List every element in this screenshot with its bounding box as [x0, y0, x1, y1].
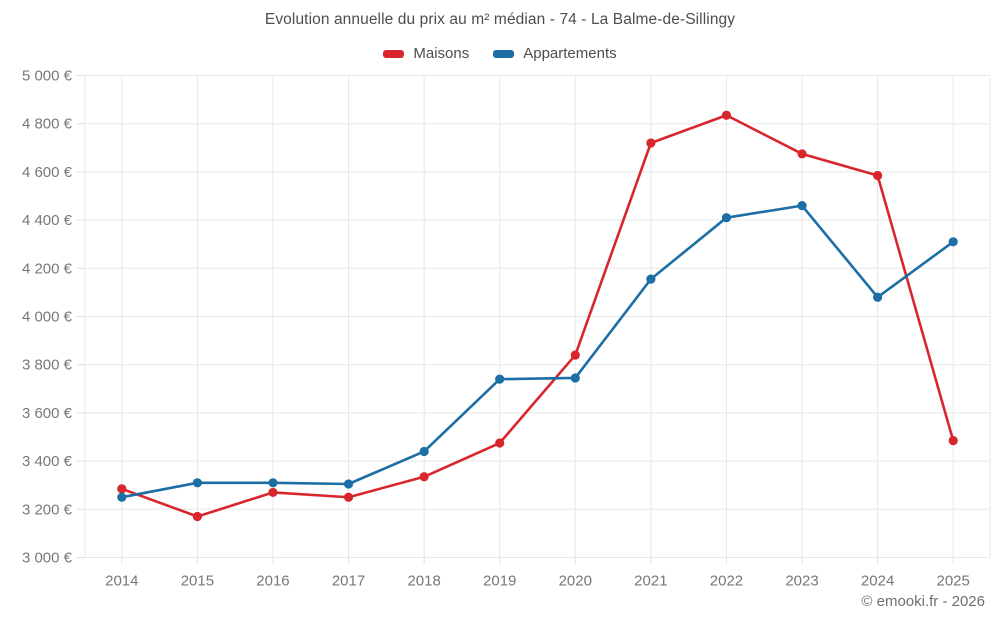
- data-point-appartements-2023[interactable]: [797, 201, 807, 211]
- y-axis-label: 3 800 €: [22, 357, 73, 374]
- legend-swatch-maisons-icon: [383, 49, 405, 58]
- x-axis-label: 2018: [407, 573, 440, 590]
- data-point-maisons-2017[interactable]: [343, 492, 354, 502]
- series-line-maisons: [120, 113, 955, 518]
- data-point-appartements-2015[interactable]: [192, 478, 202, 488]
- y-axis-label: 4 400 €: [22, 212, 73, 229]
- y-axis-label: 5 000 €: [22, 68, 73, 85]
- data-point-appartements-2019[interactable]: [495, 374, 505, 384]
- data-point-maisons-2015[interactable]: [192, 511, 202, 522]
- data-point-appartements-2025[interactable]: [948, 237, 958, 247]
- data-point-maisons-2024[interactable]: [873, 170, 883, 181]
- legend-label-appartements: Appartements: [523, 45, 617, 62]
- legend-label-maisons: Maisons: [413, 45, 470, 62]
- data-point-appartements-2014[interactable]: [117, 492, 127, 502]
- chart-title: Evolution annuelle du prix au m² médian …: [264, 11, 736, 28]
- legend-swatch-appartements-icon: [493, 49, 515, 58]
- y-axis-label: 4 000 €: [22, 309, 73, 326]
- copyright-watermark: © emooki.fr - 2026: [861, 593, 985, 610]
- data-point-appartements-2024[interactable]: [873, 292, 883, 302]
- chart-legend: Maisons Appartements: [0, 45, 1000, 62]
- data-point-appartements-2016[interactable]: [268, 478, 278, 488]
- data-point-maisons-2025[interactable]: [948, 436, 958, 446]
- x-axis-label: 2023: [785, 573, 818, 590]
- y-axis-label: 3 200 €: [22, 501, 73, 518]
- y-axis-label: 3 600 €: [22, 405, 73, 422]
- x-axis-label: 2021: [634, 573, 667, 590]
- x-axis-label: 2022: [710, 573, 743, 590]
- y-axis-label: 4 600 €: [22, 164, 73, 181]
- data-point-maisons-2018[interactable]: [419, 472, 429, 482]
- legend-item-appartements[interactable]: Appartements: [493, 45, 617, 62]
- x-axis-label: 2017: [332, 573, 365, 590]
- x-axis-label: 2014: [105, 573, 138, 590]
- x-axis-label: 2024: [861, 573, 894, 590]
- series-line-appartements: [120, 204, 955, 499]
- data-point-appartements-2017[interactable]: [343, 479, 354, 489]
- x-axis-label: 2020: [559, 573, 592, 590]
- y-axis-label: 3 400 €: [22, 453, 73, 470]
- data-point-maisons-2021[interactable]: [646, 138, 656, 148]
- data-point-appartements-2022[interactable]: [721, 213, 732, 223]
- legend-item-maisons[interactable]: Maisons: [383, 45, 469, 62]
- data-point-maisons-2023[interactable]: [797, 149, 807, 159]
- x-axis-label: 2025: [937, 573, 970, 590]
- x-axis-label: 2016: [256, 573, 289, 590]
- y-axis-label: 3 000 €: [22, 550, 73, 567]
- data-point-maisons-2016[interactable]: [268, 487, 278, 498]
- x-axis-label: 2015: [181, 573, 214, 590]
- data-point-maisons-2020[interactable]: [570, 350, 580, 360]
- y-axis-label: 4 200 €: [22, 260, 73, 277]
- data-point-appartements-2020[interactable]: [570, 373, 580, 383]
- data-point-maisons-2014[interactable]: [117, 484, 127, 494]
- y-axis-label: 4 800 €: [22, 116, 73, 133]
- x-axis-label: 2019: [483, 573, 516, 590]
- data-point-appartements-2021[interactable]: [646, 274, 656, 284]
- data-point-appartements-2018[interactable]: [419, 446, 429, 457]
- data-point-maisons-2019[interactable]: [495, 438, 505, 448]
- data-point-maisons-2022[interactable]: [721, 110, 732, 120]
